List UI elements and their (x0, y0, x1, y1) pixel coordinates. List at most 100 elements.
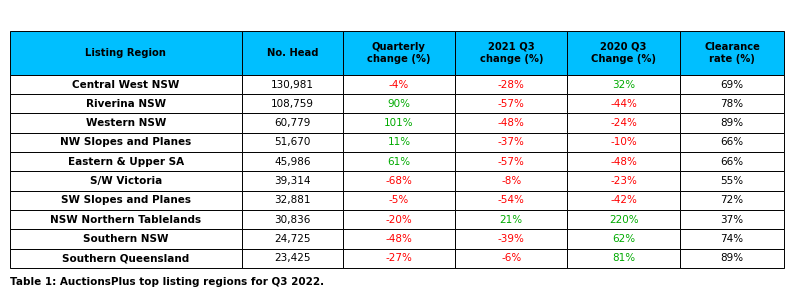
Bar (10, 191, 242, 210)
Text: Clearance
rate (%): Clearance rate (%) (704, 42, 760, 64)
Text: -57%: -57% (498, 157, 525, 167)
Text: Southern Queensland: Southern Queensland (62, 253, 190, 263)
Text: 45,986: 45,986 (274, 157, 310, 167)
Bar (242, 94, 343, 113)
Bar (680, 94, 784, 113)
Text: -20%: -20% (386, 215, 412, 225)
Bar (455, 113, 568, 133)
Text: Quarterly
change (%): Quarterly change (%) (367, 42, 430, 64)
Bar (242, 191, 343, 210)
Text: 66%: 66% (721, 137, 744, 147)
Bar (455, 31, 568, 75)
Bar (455, 75, 568, 94)
Text: NSW Northern Tablelands: NSW Northern Tablelands (50, 215, 202, 225)
Text: -48%: -48% (611, 157, 637, 167)
Text: 89%: 89% (721, 253, 744, 263)
Bar (343, 113, 455, 133)
Text: 69%: 69% (721, 80, 744, 89)
Bar (343, 94, 455, 113)
Text: 66%: 66% (721, 157, 744, 167)
Bar (455, 249, 568, 268)
Bar (455, 191, 568, 210)
Text: 2020 Q3
Change (%): 2020 Q3 Change (%) (592, 42, 656, 64)
Text: 62%: 62% (612, 234, 635, 244)
Bar (10, 31, 242, 75)
Text: 74%: 74% (721, 234, 744, 244)
Text: -48%: -48% (498, 118, 525, 128)
Bar (10, 133, 242, 152)
Bar (568, 171, 680, 191)
Bar (455, 210, 568, 229)
Bar (10, 113, 242, 133)
Text: Central West NSW: Central West NSW (72, 80, 179, 89)
Bar (568, 133, 680, 152)
Bar (242, 31, 343, 75)
Text: -39%: -39% (498, 234, 525, 244)
Text: 89%: 89% (721, 118, 744, 128)
Bar (242, 75, 343, 94)
Text: 55%: 55% (721, 176, 744, 186)
Text: -4%: -4% (389, 80, 409, 89)
Text: -6%: -6% (501, 253, 522, 263)
Bar (568, 249, 680, 268)
Text: NW Slopes and Planes: NW Slopes and Planes (60, 137, 191, 147)
Text: 78%: 78% (721, 99, 744, 109)
Text: -27%: -27% (386, 253, 412, 263)
Text: Southern NSW: Southern NSW (83, 234, 168, 244)
Bar (343, 171, 455, 191)
Text: -28%: -28% (498, 80, 525, 89)
Text: 130,981: 130,981 (271, 80, 314, 89)
Bar (343, 249, 455, 268)
Bar (10, 171, 242, 191)
Bar (343, 229, 455, 249)
Text: Table 1: AuctionsPlus top listing regions for Q3 2022.: Table 1: AuctionsPlus top listing region… (10, 277, 324, 287)
Text: -44%: -44% (611, 99, 637, 109)
Bar (10, 210, 242, 229)
Bar (680, 229, 784, 249)
Bar (343, 31, 455, 75)
Bar (568, 31, 680, 75)
Bar (242, 152, 343, 171)
Bar (10, 229, 242, 249)
Bar (568, 210, 680, 229)
Text: S/W Victoria: S/W Victoria (90, 176, 162, 186)
Text: -57%: -57% (498, 99, 525, 109)
Bar (680, 210, 784, 229)
Text: Riverina NSW: Riverina NSW (86, 99, 166, 109)
Text: -5%: -5% (389, 195, 409, 205)
Bar (242, 210, 343, 229)
Text: SW Slopes and Planes: SW Slopes and Planes (61, 195, 191, 205)
Text: -37%: -37% (498, 137, 525, 147)
Bar (455, 229, 568, 249)
Text: 23,425: 23,425 (274, 253, 310, 263)
Text: -48%: -48% (386, 234, 412, 244)
Text: 51,670: 51,670 (274, 137, 310, 147)
Bar (10, 152, 242, 171)
Text: 30,836: 30,836 (274, 215, 310, 225)
Bar (568, 152, 680, 171)
Bar (455, 152, 568, 171)
Bar (680, 249, 784, 268)
Text: 220%: 220% (609, 215, 638, 225)
Text: -54%: -54% (498, 195, 525, 205)
Text: Western NSW: Western NSW (86, 118, 166, 128)
Text: 101%: 101% (384, 118, 414, 128)
Text: 11%: 11% (387, 137, 410, 147)
Bar (343, 133, 455, 152)
Bar (242, 133, 343, 152)
Bar (680, 171, 784, 191)
Bar (568, 191, 680, 210)
Bar (10, 94, 242, 113)
Text: No. Head: No. Head (267, 48, 318, 58)
Text: 60,779: 60,779 (274, 118, 310, 128)
Bar (680, 75, 784, 94)
Text: Listing Region: Listing Region (85, 48, 166, 58)
Bar (680, 152, 784, 171)
Text: 108,759: 108,759 (271, 99, 314, 109)
Text: 61%: 61% (387, 157, 410, 167)
Text: -8%: -8% (501, 176, 522, 186)
Text: 32%: 32% (612, 80, 635, 89)
Bar (10, 249, 242, 268)
Bar (455, 171, 568, 191)
Bar (343, 75, 455, 94)
